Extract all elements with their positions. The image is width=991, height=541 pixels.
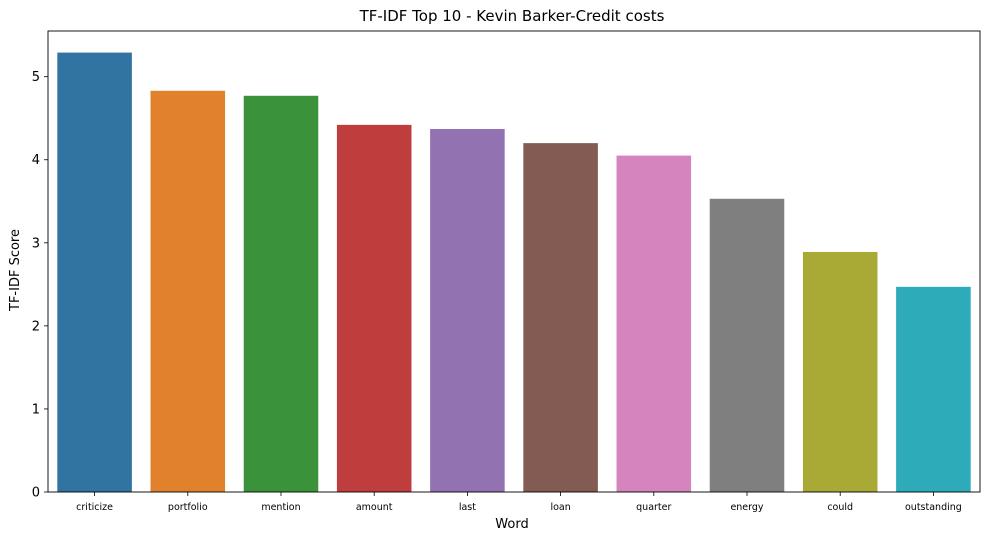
y-axis-ticks: 0 1 2 3 4 5 — [32, 70, 48, 501]
y-tick-label: 2 — [32, 319, 40, 334]
y-tick-label: 4 — [32, 153, 40, 168]
bar-portfolio — [150, 90, 226, 492]
y-axis-label: TF-IDF Score — [8, 229, 23, 312]
x-axis-ticks: criticize portfolio mention amount last loan q… — [76, 492, 962, 513]
bar-could — [802, 251, 878, 492]
bar-last — [430, 129, 505, 493]
bar-energy — [709, 198, 785, 492]
chart-title: TF-IDF Top 10 - Kevin Barker-Credit cost… — [359, 7, 665, 25]
bar-loan — [523, 143, 598, 492]
bar-criticize — [57, 52, 132, 492]
y-tick-label: 1 — [32, 402, 40, 417]
x-tick-label: could — [827, 502, 853, 513]
x-tick-label: loan — [550, 502, 570, 513]
x-tick-label: mention — [261, 502, 300, 513]
bar-mention — [243, 95, 319, 493]
x-tick-label: last — [459, 502, 476, 513]
x-tick-label: quarter — [636, 502, 671, 513]
bar-outstanding — [896, 286, 971, 492]
x-tick-label: portfolio — [168, 502, 208, 513]
y-tick-label: 0 — [32, 486, 40, 501]
bar-amount — [336, 124, 412, 492]
y-tick-label: 3 — [32, 236, 40, 251]
x-tick-label: criticize — [76, 502, 113, 513]
bars-group — [57, 52, 971, 493]
y-tick-label: 5 — [32, 70, 40, 85]
x-axis-label: Word — [495, 517, 528, 532]
x-tick-label: outstanding — [905, 502, 962, 513]
x-tick-label: energy — [730, 502, 763, 513]
bar-quarter — [616, 155, 692, 492]
x-tick-label: amount — [356, 502, 393, 513]
plot-frame — [47, 30, 981, 493]
